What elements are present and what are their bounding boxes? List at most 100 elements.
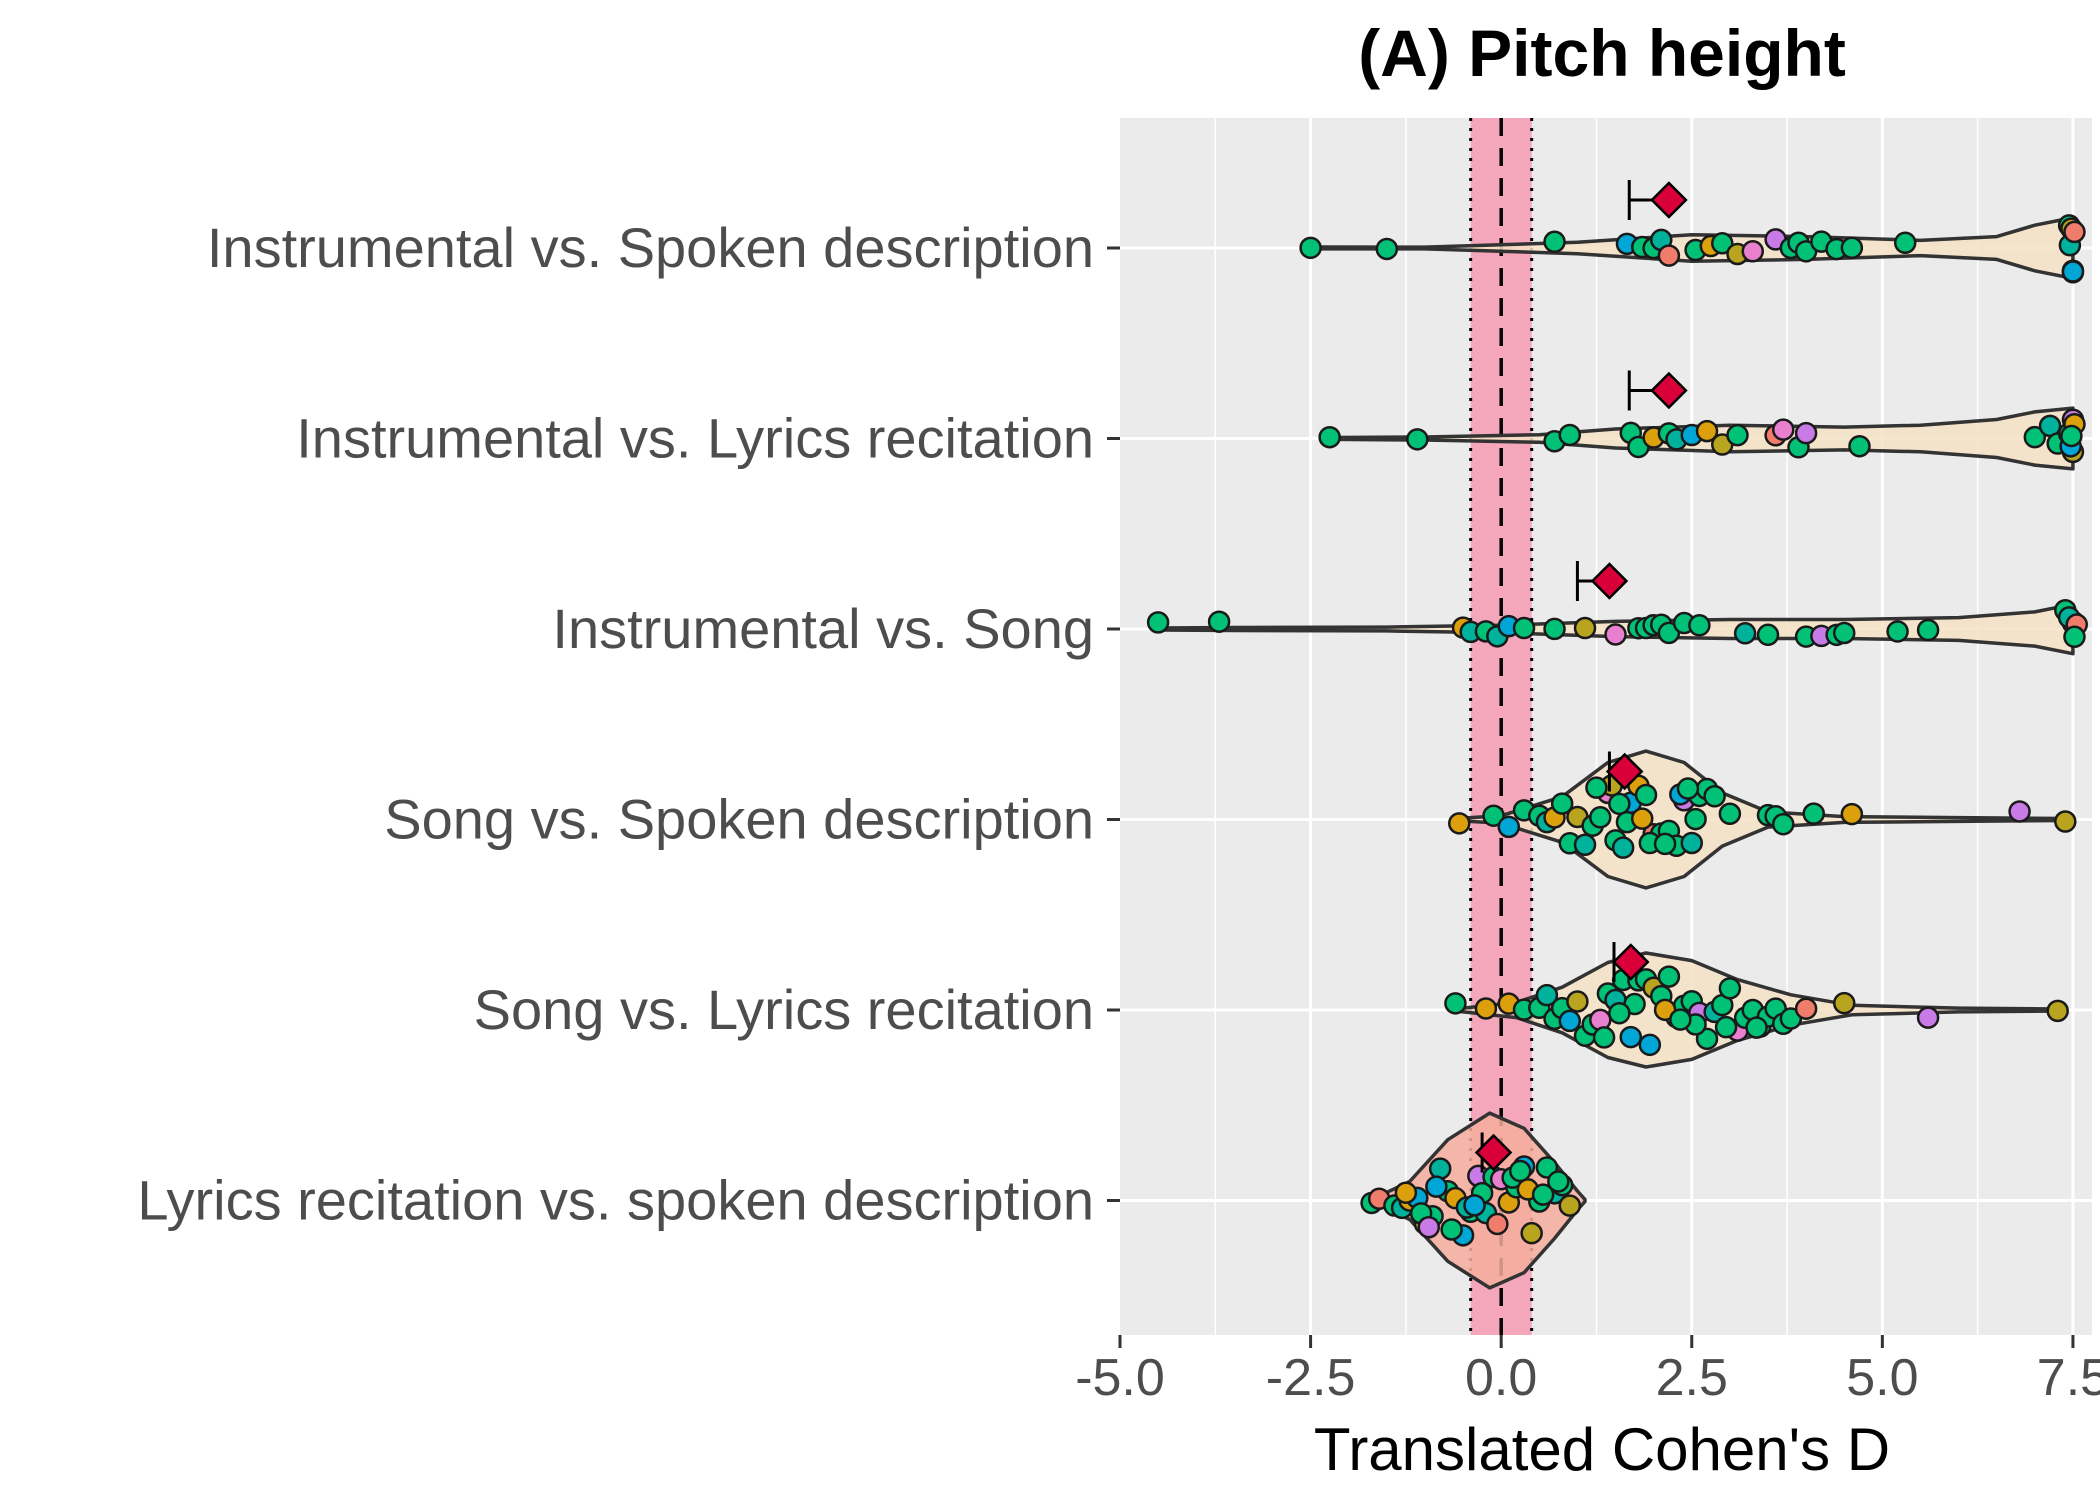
data-point xyxy=(1886,620,1909,643)
data-point xyxy=(1848,434,1871,458)
x-tick-label: 5.0 xyxy=(1846,1349,1918,1407)
data-point xyxy=(1771,418,1795,441)
data-point xyxy=(1745,1016,1768,1039)
data-point xyxy=(1512,616,1536,640)
data-point xyxy=(1726,423,1749,447)
data-point xyxy=(1463,1194,1486,1217)
y-tick-label: Instrumental vs. Song xyxy=(552,597,1094,660)
data-point xyxy=(1447,812,1471,835)
data-point xyxy=(1733,622,1757,645)
mean-diamond xyxy=(1590,562,1629,600)
data-point xyxy=(1558,1009,1582,1033)
data-point xyxy=(2046,999,2069,1023)
data-point xyxy=(1543,617,1566,641)
data-point xyxy=(1535,983,1559,1007)
data-point xyxy=(1566,990,1589,1013)
data-point xyxy=(1840,802,1864,826)
mean-diamond xyxy=(1650,371,1688,410)
data-point xyxy=(1611,836,1635,859)
data-point xyxy=(1771,812,1795,836)
x-tick-label: -2.5 xyxy=(1266,1349,1356,1407)
x-tick-label: 0.0 xyxy=(1465,1349,1537,1407)
data-point xyxy=(1604,623,1627,646)
data-point xyxy=(1718,977,1742,1000)
data-point xyxy=(2063,625,2086,649)
data-point xyxy=(1573,616,1597,640)
data-point xyxy=(1608,1001,1631,1025)
data-point xyxy=(1695,1027,1719,1051)
data-point xyxy=(1375,237,1399,261)
data-point xyxy=(1688,614,1711,637)
data-point xyxy=(1406,428,1429,451)
x-tick-label: 2.5 xyxy=(1656,1349,1728,1407)
y-tick-label: Instrumental vs. Lyrics recitation xyxy=(296,407,1094,470)
data-point xyxy=(1558,423,1582,447)
data-point xyxy=(1585,776,1608,799)
mean-diamond xyxy=(1474,1133,1513,1172)
data-point xyxy=(1543,230,1566,254)
data-point xyxy=(1146,611,1170,634)
data-point xyxy=(1394,1181,1418,1204)
data-point xyxy=(1634,783,1658,807)
data-point xyxy=(1520,1221,1543,1245)
data-point xyxy=(2061,260,2085,283)
data-point xyxy=(1680,831,1704,855)
data-point xyxy=(1608,792,1631,816)
data-point xyxy=(1703,785,1726,808)
mean-diamond xyxy=(1650,181,1688,219)
data-point xyxy=(1695,419,1719,443)
data-point xyxy=(1711,232,1734,255)
data-point xyxy=(1657,965,1681,988)
data-point xyxy=(1589,806,1612,829)
x-tick-label: 7.5 xyxy=(2037,1349,2100,1407)
data-point xyxy=(1573,833,1597,857)
data-point xyxy=(1428,1157,1452,1180)
data-point xyxy=(1653,832,1677,856)
data-point xyxy=(1794,997,1818,1020)
data-point xyxy=(2008,800,2031,823)
data-point xyxy=(1893,231,1917,255)
data-point xyxy=(1486,1212,1509,1236)
data-point xyxy=(1417,1215,1441,1239)
data-point xyxy=(1630,807,1654,830)
chart-title: (A) Pitch height xyxy=(1358,16,1846,90)
data-point xyxy=(2060,424,2083,448)
data-point xyxy=(1558,1194,1582,1217)
y-tick-label: Song vs. Spoken description xyxy=(384,788,1094,851)
y-axis: Instrumental vs. Spoken description Instr… xyxy=(137,216,1120,1232)
data-point xyxy=(1638,1033,1662,1057)
data-point xyxy=(1547,1170,1570,1193)
data-point xyxy=(1802,802,1825,825)
data-point xyxy=(2054,810,2077,833)
data-point xyxy=(1741,240,1765,263)
mean-diamond xyxy=(1612,943,1650,981)
y-tick-label: Song vs. Lyrics recitation xyxy=(474,978,1094,1041)
data-point xyxy=(1425,1175,1448,1198)
data-point xyxy=(1444,992,1467,1015)
data-point xyxy=(1916,1006,1940,1029)
y-tick-label: Lyrics recitation vs. spoken description xyxy=(137,1169,1094,1232)
data-point xyxy=(1508,1159,1532,1183)
x-axis-label: Translated Cohen's D xyxy=(1314,1416,1890,1483)
data-point xyxy=(1676,777,1700,800)
data-point xyxy=(2023,425,2047,449)
data-point xyxy=(1832,621,1856,645)
data-point xyxy=(1497,815,1521,839)
data-point xyxy=(1619,1025,1643,1049)
data-point xyxy=(1474,997,1498,1020)
mean-estimates xyxy=(1474,180,1688,1173)
data-point xyxy=(1756,623,1780,647)
data-point xyxy=(1299,236,1322,260)
data-point xyxy=(1440,1218,1463,1241)
data-point xyxy=(1916,618,1940,642)
data-point xyxy=(1550,792,1574,815)
data-point xyxy=(1832,991,1856,1015)
data-point xyxy=(1318,425,1341,449)
data-point xyxy=(1714,1015,1738,1039)
data-point xyxy=(1657,244,1681,267)
data-point xyxy=(1669,1008,1692,1031)
data-point xyxy=(1207,610,1231,633)
x-tick-label: -5.0 xyxy=(1075,1349,1165,1407)
data-point xyxy=(2063,220,2086,244)
